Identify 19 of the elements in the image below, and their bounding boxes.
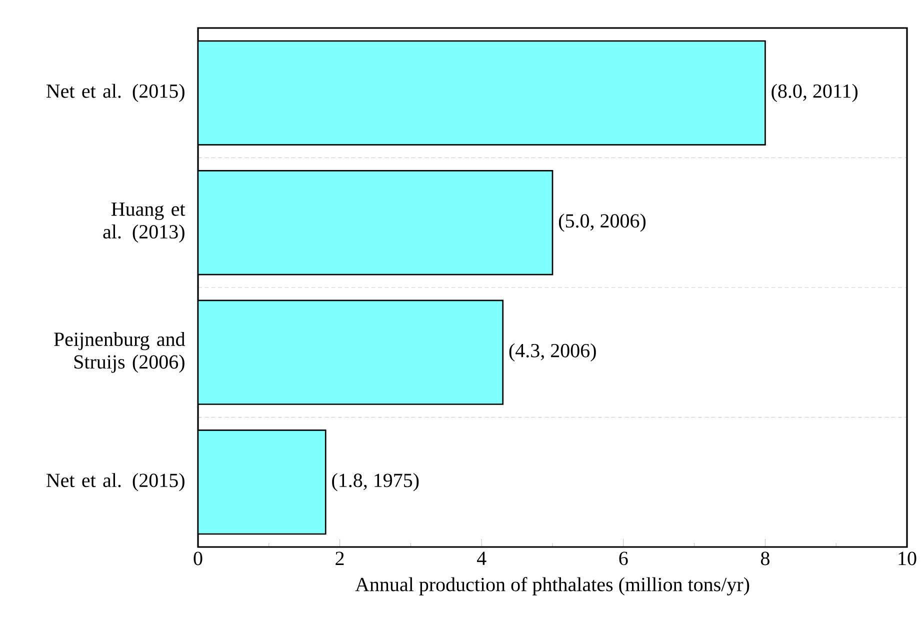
y-tick-label: Net et al. (2015) [46, 473, 184, 492]
x-tick-label: 0 [194, 552, 202, 566]
x-tick-label: 2 [336, 552, 344, 565]
x-tick-label: 10 [898, 552, 916, 566]
x-tick-label: 6 [619, 552, 628, 566]
y-tick-label: Huang et al. (2013) [103, 202, 186, 243]
x-axis-title: Annual production of phthalates (million tons/yr) [355, 577, 750, 596]
bar [198, 170, 554, 276]
y-tick-label: Net et al. (2015) [46, 84, 184, 102]
bar [198, 40, 766, 146]
data-label: (1.8, 1975) [332, 473, 419, 492]
data-label: (8.0, 2011) [772, 84, 858, 102]
y-tick-label: Peijnenburg and Struijs (2006) [54, 332, 186, 373]
x-tick-label: 8 [760, 552, 770, 566]
data-label: (4.3, 2006) [509, 343, 596, 362]
data-label: (5.0, 2006) [558, 214, 646, 232]
bar [198, 300, 504, 405]
x-tick-label: 4 [477, 552, 486, 565]
bar [198, 430, 326, 535]
